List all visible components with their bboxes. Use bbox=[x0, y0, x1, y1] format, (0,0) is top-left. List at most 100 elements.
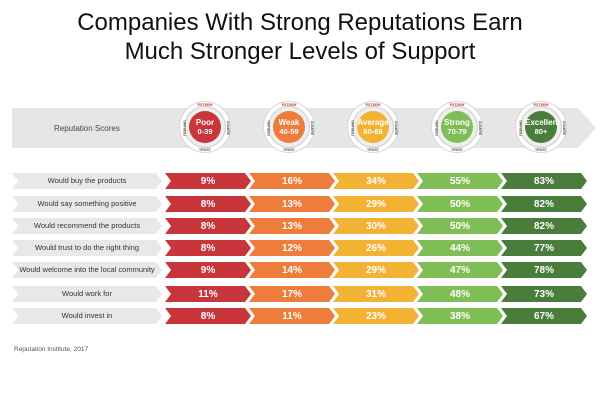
row-label-arrow bbox=[12, 286, 162, 302]
value-cell: 38% bbox=[417, 308, 503, 324]
value-cell: 29% bbox=[333, 262, 419, 278]
gauge-level-label: Poor bbox=[195, 118, 215, 127]
value-cell-text: 34% bbox=[365, 175, 386, 187]
row-label: Would recommend the products bbox=[33, 221, 141, 230]
value-cell-arrow bbox=[249, 218, 335, 234]
value-cell-text: 38% bbox=[449, 310, 470, 322]
value-cell-arrow bbox=[333, 240, 419, 256]
value-cell-text: 8% bbox=[200, 310, 216, 322]
value-cell-text: 48% bbox=[449, 288, 470, 300]
gauge-range-label: 80+ bbox=[534, 127, 548, 136]
value-cell: 29% bbox=[333, 196, 419, 212]
value-cell-arrow bbox=[249, 196, 335, 212]
gauge-ring-left-label: FEELING bbox=[518, 120, 523, 136]
value-cell-arrow bbox=[165, 240, 251, 256]
value-cell: 67% bbox=[501, 308, 587, 324]
value-cell-text: 11% bbox=[198, 288, 218, 300]
value-cell-arrow bbox=[501, 262, 587, 278]
value-cell-arrow bbox=[501, 196, 587, 212]
value-cell: 13% bbox=[249, 218, 335, 234]
value-cell-arrow bbox=[417, 196, 503, 212]
gauge-ring-bottom-label: TRUST bbox=[535, 148, 547, 152]
value-cell-text: 16% bbox=[281, 175, 302, 187]
value-cell-arrow bbox=[249, 173, 335, 189]
value-cell-text: 26% bbox=[365, 242, 386, 254]
value-cell-text: 9% bbox=[200, 264, 216, 276]
value-cell-text: 78% bbox=[533, 264, 554, 276]
score-gauge-average: Average 60-69 ESTEEM TRUST FEELING ADMIRE bbox=[348, 102, 398, 152]
gauge-range-label: 0-39 bbox=[197, 127, 213, 136]
gauge-level-label: Strong bbox=[444, 118, 470, 127]
value-cell-text: 12% bbox=[281, 242, 302, 254]
value-cell: 12% bbox=[249, 240, 335, 256]
value-cell: 8% bbox=[165, 196, 251, 212]
value-cell: 31% bbox=[333, 286, 419, 302]
value-cell-arrow bbox=[249, 262, 335, 278]
value-cell: 16% bbox=[249, 173, 335, 189]
gauge-ring-bottom-label: TRUST bbox=[283, 148, 295, 152]
value-cell: 48% bbox=[417, 286, 503, 302]
row-label-arrow bbox=[12, 262, 162, 278]
row-label-arrow bbox=[12, 196, 162, 212]
row-label-arrow bbox=[12, 308, 162, 324]
value-cell: 34% bbox=[333, 173, 419, 189]
gauge-ring-left-label: FEELING bbox=[266, 120, 271, 136]
value-cell: 13% bbox=[249, 196, 335, 212]
value-cell-text: 30% bbox=[365, 220, 386, 232]
gauge-range-label: 70-79 bbox=[447, 127, 467, 136]
value-cell-text: 9% bbox=[200, 175, 216, 187]
row-label: Would work for bbox=[62, 289, 112, 298]
value-cell: 23% bbox=[333, 308, 419, 324]
value-cell: 9% bbox=[165, 262, 251, 278]
value-cell-text: 50% bbox=[449, 220, 470, 232]
value-cell: 50% bbox=[417, 196, 503, 212]
row-label-arrow bbox=[12, 173, 162, 189]
value-cell-arrow bbox=[417, 308, 503, 324]
gauge-ring-top-label: ESTEEM bbox=[197, 103, 213, 107]
value-cell: 78% bbox=[501, 262, 587, 278]
row-label: Would say something positive bbox=[37, 199, 137, 208]
value-cell: 11% bbox=[165, 286, 251, 302]
gauge-core: Strong 70-79 bbox=[441, 111, 473, 143]
value-cell-text: 13% bbox=[281, 198, 302, 210]
value-cell-arrow bbox=[249, 240, 335, 256]
source-note: Reputation Institute, 2017 bbox=[14, 346, 89, 353]
value-cell-text: 8% bbox=[200, 242, 216, 254]
value-cell-arrow bbox=[501, 173, 587, 189]
gauge-ring-bottom-label: TRUST bbox=[199, 148, 211, 152]
gauge-core: Excellent 80+ bbox=[525, 111, 561, 143]
gauge-ring-top-label: ESTEEM bbox=[365, 103, 381, 107]
value-cell-text: 13% bbox=[281, 220, 302, 232]
value-cell-text: 8% bbox=[200, 198, 216, 210]
value-cell-arrow bbox=[165, 286, 251, 302]
gauge-level-label: Excellent bbox=[525, 118, 561, 127]
value-cell-arrow bbox=[417, 218, 503, 234]
value-cell-arrow bbox=[417, 262, 503, 278]
reputation-scores-label: Reputation Scores bbox=[54, 124, 120, 133]
value-cell-arrow bbox=[333, 308, 419, 324]
value-cell-text: 83% bbox=[533, 175, 554, 187]
value-cell-arrow bbox=[501, 240, 587, 256]
value-cell-text: 55% bbox=[449, 175, 470, 187]
value-cell-arrow bbox=[165, 196, 251, 212]
value-cell-arrow bbox=[165, 218, 251, 234]
gauge-ring-left-label: FEELING bbox=[434, 120, 439, 136]
gauge-ring-right-label: ADMIRE bbox=[309, 120, 314, 136]
gauge-ring-top-label: ESTEEM bbox=[281, 103, 297, 107]
score-gauge-strong: Strong 70-79 ESTEEM TRUST FEELING ADMIRE bbox=[432, 102, 482, 152]
gauge-ring-left-label: FEELING bbox=[182, 120, 187, 136]
gauge-core: Poor 0-39 bbox=[189, 111, 221, 143]
value-cell-text: 67% bbox=[533, 310, 554, 322]
value-cell-arrow bbox=[165, 173, 251, 189]
value-cell-text: 8% bbox=[200, 220, 216, 232]
gauge-level-label: Weak bbox=[278, 118, 300, 127]
gauge-ring-top-label: ESTEEM bbox=[449, 103, 465, 107]
value-cell: 8% bbox=[165, 308, 251, 324]
title-line-2: Much Stronger Levels of Support bbox=[124, 38, 476, 65]
value-cell-text: 77% bbox=[533, 242, 554, 254]
chart-title: Companies With Strong Reputations Earn M… bbox=[0, 8, 600, 66]
gauge-ring-right-label: ADMIRE bbox=[393, 120, 398, 136]
value-cell: 44% bbox=[417, 240, 503, 256]
value-cell: 11% bbox=[249, 308, 335, 324]
value-cell: 30% bbox=[333, 218, 419, 234]
